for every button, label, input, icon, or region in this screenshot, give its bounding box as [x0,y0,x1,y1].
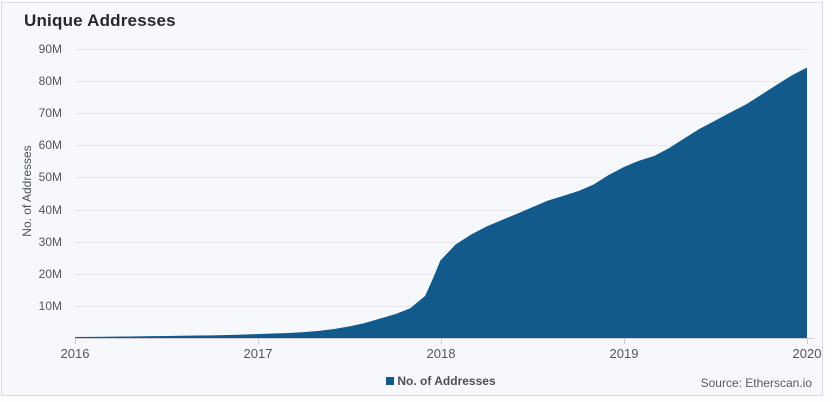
chart-title: Unique Addresses [24,11,176,30]
gridline [75,81,807,83]
y-axis-tick-label: 40M [38,202,62,217]
x-axis-tick [624,339,625,344]
series-line [75,67,807,338]
plot-area[interactable] [75,49,807,338]
gridline [75,49,807,50]
gridline [75,113,807,115]
x-axis-tick-label: 2018 [426,346,456,361]
legend-marker-icon [386,377,395,385]
gridline [75,241,807,243]
y-axis-tick-label: 60M [38,138,62,153]
x-axis-tick [441,339,442,344]
x-axis-tick-label: 2019 [609,346,639,361]
area-series[interactable] [75,68,807,338]
legend[interactable]: No. of Addresses [75,374,807,388]
gridline [75,209,807,211]
x-axis-tick [258,339,259,344]
x-axis-tick-label: 2016 [60,346,90,361]
x-axis-tick [75,339,76,344]
y-axis-tick-label: 50M [38,170,62,185]
y-axis-title: No. of Addresses [20,145,34,237]
chart-card: Unique Addresses No. of Addresses 10M 20M… [1,2,823,396]
y-axis-tick-label: 20M [38,266,62,281]
x-axis-tick-label: 2017 [243,346,273,361]
x-axis-tick [807,339,808,344]
legend-label: No. of Addresses [397,374,496,388]
y-axis-tick-label: 70M [38,106,62,121]
x-axis-tick-label: 2020 [792,346,822,361]
x-axis-line [75,338,814,339]
y-axis-tick-label: 10M [38,298,62,313]
gridline [75,177,807,179]
y-axis-tick-label: 30M [38,234,62,249]
source-attribution: Source: Etherscan.io [700,376,812,390]
y-axis-tick-label: 90M [38,42,62,56]
gridline [75,145,807,147]
area-chart-canvas [75,67,807,338]
y-axis-tick-label: 80M [38,74,62,89]
